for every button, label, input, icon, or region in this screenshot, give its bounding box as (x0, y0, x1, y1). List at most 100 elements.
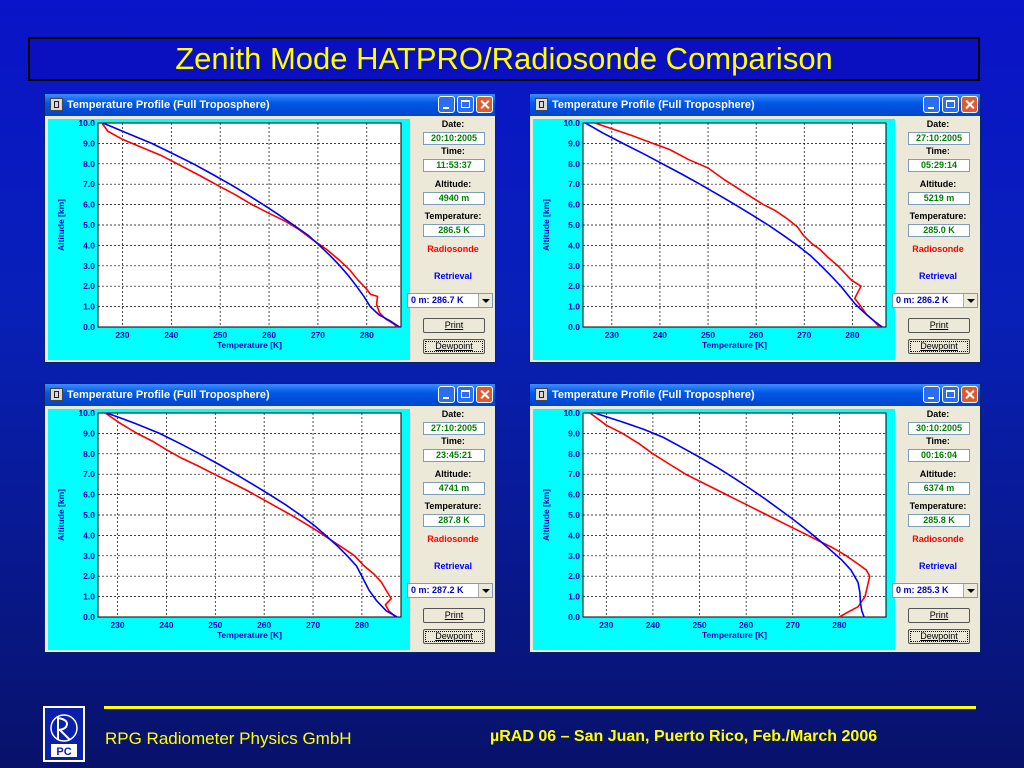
maximize-icon[interactable] (457, 386, 474, 403)
level-selector[interactable]: 0 m: 285.3 K (892, 583, 978, 598)
y-tick-label: 9.0 (568, 428, 580, 438)
minimize-icon[interactable] (438, 96, 455, 113)
chevron-down-icon[interactable] (478, 294, 492, 307)
chevron-down-icon[interactable] (963, 584, 977, 597)
y-tick-label: 4.0 (568, 530, 580, 540)
legend-radiosonde: Radiosonde (912, 244, 964, 254)
legend-radiosonde: Radiosonde (427, 244, 479, 254)
window-titlebar[interactable]: Temperature Profile (Full Troposphere) (530, 94, 980, 116)
x-tick-label: 250 (701, 330, 715, 340)
y-tick-label: 1.0 (568, 592, 580, 602)
close-icon[interactable] (476, 386, 493, 403)
window-titlebar[interactable]: Temperature Profile (Full Troposphere) (45, 384, 495, 406)
y-tick-label: 7.0 (568, 469, 580, 479)
footer-divider (104, 706, 976, 709)
altitude-label: Altitude: (919, 179, 957, 189)
close-icon[interactable] (961, 96, 978, 113)
maximize-icon[interactable] (942, 96, 959, 113)
y-tick-label: 0.0 (83, 612, 95, 622)
y-tick-label: 3.0 (568, 261, 580, 271)
y-tick-label: 2.0 (568, 571, 580, 581)
slide-title: Zenith Mode HATPRO/Radiosonde Comparison (28, 37, 980, 81)
x-axis-label: Temperature [K] (217, 340, 282, 350)
dewpoint-button[interactable]: Dewpoint (423, 629, 485, 644)
window-titlebar[interactable]: Temperature Profile (Full Troposphere) (530, 384, 980, 406)
y-tick-label: 5.0 (83, 220, 95, 230)
date-value: 20:10:2005 (423, 132, 485, 145)
y-tick-label: 2.0 (83, 281, 95, 291)
legend-radiosonde: Radiosonde (912, 534, 964, 544)
maximize-icon[interactable] (457, 96, 474, 113)
y-tick-label: 3.0 (568, 551, 580, 561)
time-value: 23:45:21 (423, 449, 485, 462)
minimize-icon[interactable] (923, 386, 940, 403)
dewpoint-button[interactable]: Dewpoint (908, 339, 970, 354)
radiosonde-line (104, 412, 397, 618)
x-tick-label: 270 (311, 330, 325, 340)
temperature-label: Temperature: (424, 501, 482, 511)
y-axis-label: Altitude [km] (541, 199, 551, 251)
chevron-down-icon[interactable] (963, 294, 977, 307)
x-tick-label: 240 (164, 330, 178, 340)
date-value: 27:10:2005 (908, 132, 970, 145)
chevron-down-icon[interactable] (478, 584, 492, 597)
level-selector[interactable]: 0 m: 287.2 K (407, 583, 493, 598)
y-tick-label: 10.0 (563, 409, 580, 418)
level-selector[interactable]: 0 m: 286.2 K (892, 293, 978, 308)
profile-window[interactable]: Temperature Profile (Full Troposphere) 2… (529, 383, 981, 653)
app-icon[interactable] (50, 98, 63, 111)
print-button[interactable]: Print (908, 608, 970, 623)
altitude-label: Altitude: (434, 469, 472, 479)
y-tick-label: 9.0 (83, 428, 95, 438)
app-icon[interactable] (535, 98, 548, 111)
y-tick-label: 9.0 (83, 138, 95, 148)
x-tick-label: 230 (599, 620, 613, 630)
x-tick-label: 250 (213, 330, 227, 340)
y-tick-label: 1.0 (568, 302, 580, 312)
print-button[interactable]: Print (423, 608, 485, 623)
x-tick-label: 230 (110, 620, 124, 630)
print-button[interactable]: Print (423, 318, 485, 333)
minimize-icon[interactable] (438, 386, 455, 403)
y-tick-label: 4.0 (83, 530, 95, 540)
app-icon[interactable] (535, 388, 548, 401)
x-tick-label: 250 (692, 620, 706, 630)
y-tick-label: 10.0 (78, 119, 95, 128)
temperature-value: 285.8 K (908, 514, 970, 527)
level-selector-value: 0 m: 287.2 K (411, 585, 464, 595)
dewpoint-button[interactable]: Dewpoint (423, 339, 485, 354)
altitude-value: 4940 m (423, 192, 485, 205)
close-icon[interactable] (476, 96, 493, 113)
print-button[interactable]: Print (908, 318, 970, 333)
profile-window[interactable]: Temperature Profile (Full Troposphere) 2… (44, 383, 496, 653)
maximize-icon[interactable] (942, 386, 959, 403)
time-value: 00:16:04 (908, 449, 970, 462)
dewpoint-button[interactable]: Dewpoint (908, 629, 970, 644)
window-title: Temperature Profile (Full Troposphere) (552, 99, 755, 111)
x-axis-label: Temperature [K] (217, 630, 282, 640)
temperature-label: Temperature: (909, 501, 967, 511)
y-tick-label: 4.0 (83, 240, 95, 250)
close-icon[interactable] (961, 386, 978, 403)
minimize-icon[interactable] (923, 96, 940, 113)
time-value: 05:29:14 (908, 159, 970, 172)
altitude-value: 6374 m (908, 482, 970, 495)
legend-radiosonde: Radiosonde (427, 534, 479, 544)
window-titlebar[interactable]: Temperature Profile (Full Troposphere) (45, 94, 495, 116)
app-icon[interactable] (50, 388, 63, 401)
y-tick-label: 8.0 (83, 449, 95, 459)
x-tick-label: 230 (115, 330, 129, 340)
level-selector[interactable]: 0 m: 286.7 K (407, 293, 493, 308)
profile-window[interactable]: Temperature Profile (Full Troposphere) 2… (529, 93, 981, 363)
y-tick-label: 8.0 (568, 449, 580, 459)
profile-window[interactable]: Temperature Profile (Full Troposphere) 2… (44, 93, 496, 363)
y-tick-label: 5.0 (83, 510, 95, 520)
temperature-profile-chart: 230 240 250 260 270 280 0.0 1.0 2.0 3.0 4.0 5.0 6.0 7… (533, 119, 895, 360)
radiosonde-line (594, 122, 880, 328)
y-tick-label: 0.0 (568, 322, 580, 332)
y-tick-label: 7.0 (83, 179, 95, 189)
level-selector-value: 0 m: 286.2 K (896, 295, 949, 305)
retrieval-line (106, 412, 398, 618)
x-tick-label: 260 (262, 330, 276, 340)
radiosonde-line (589, 412, 871, 618)
